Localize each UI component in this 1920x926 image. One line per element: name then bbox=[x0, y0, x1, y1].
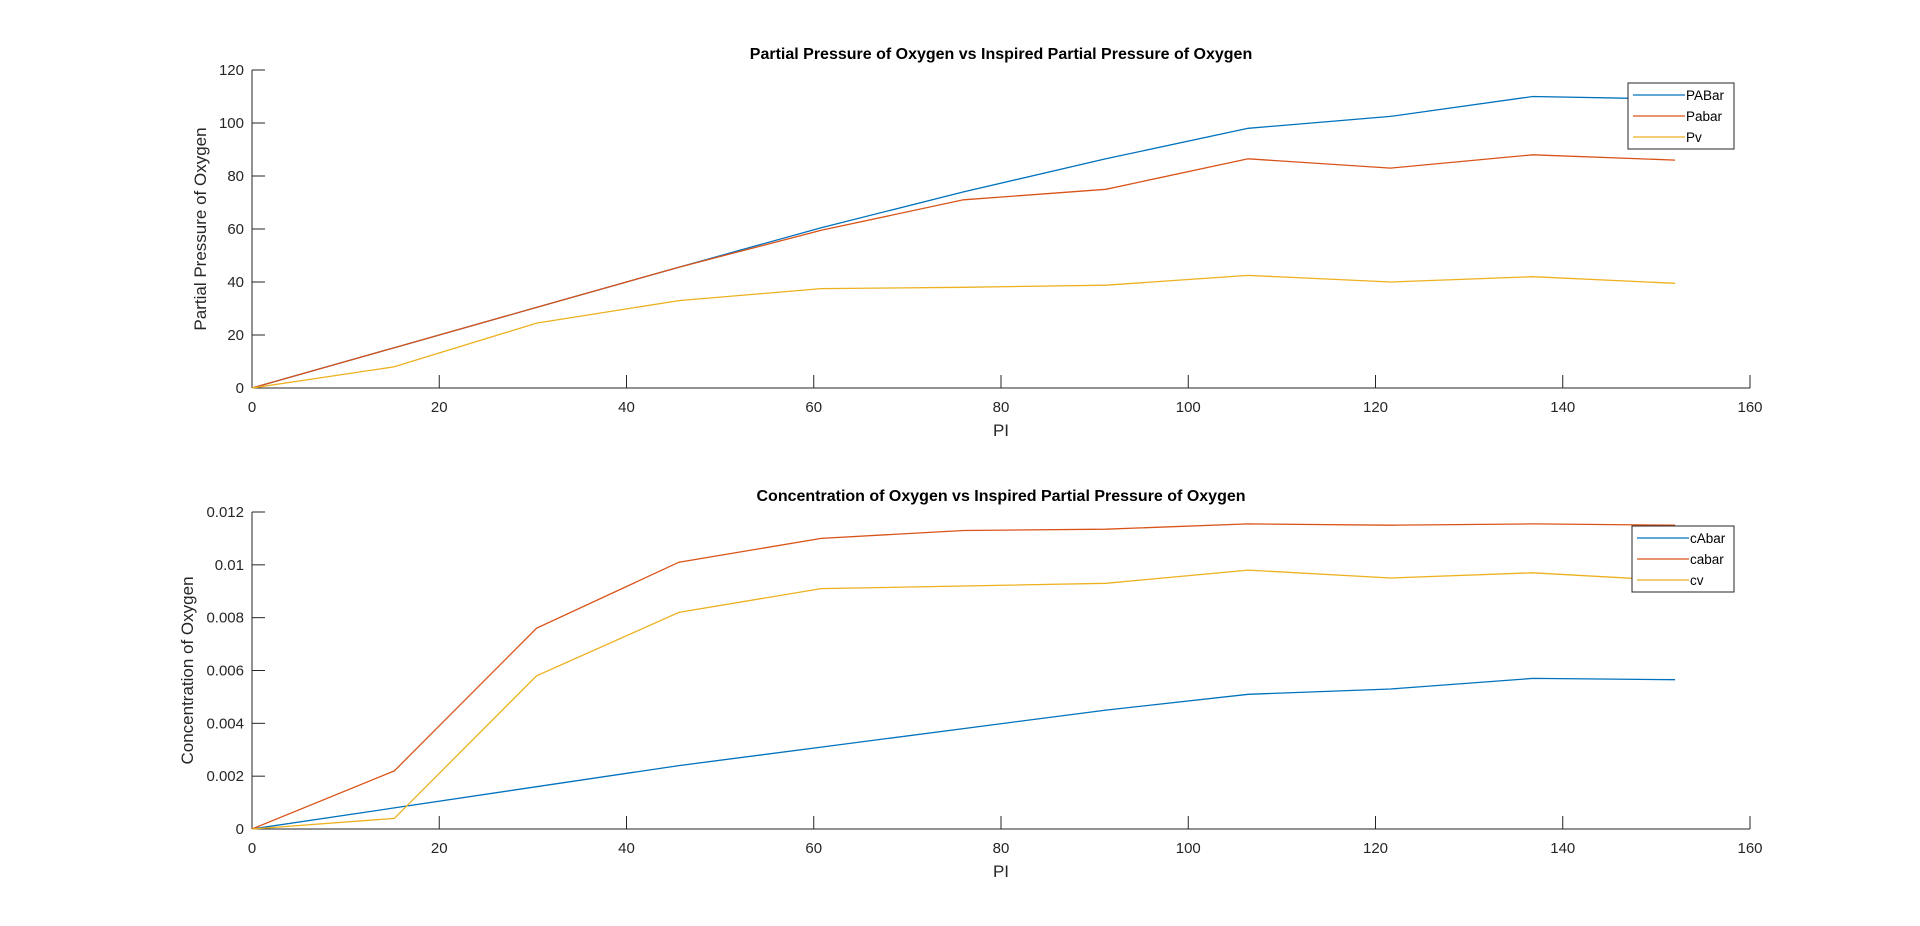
x-tick-label: 120 bbox=[1363, 399, 1388, 416]
series-line-cabar bbox=[251, 523, 1676, 830]
x-tick-label: 120 bbox=[1363, 840, 1388, 857]
series-line-Pv bbox=[251, 274, 1676, 389]
y-tick-label: 0.012 bbox=[206, 504, 244, 521]
x-tick-label: 20 bbox=[431, 840, 448, 857]
y-tick-label: 20 bbox=[227, 327, 244, 344]
x-tick-label: 60 bbox=[805, 399, 822, 416]
x-tick-label: 80 bbox=[993, 840, 1010, 857]
x-tick-label: 100 bbox=[1176, 840, 1201, 857]
x-tick-label: 140 bbox=[1550, 399, 1575, 416]
y-tick-label: 0 bbox=[236, 380, 244, 397]
y-tick-label: 0.008 bbox=[206, 610, 244, 627]
chart-title: Concentration of Oxygen vs Inspired Part… bbox=[756, 488, 1245, 505]
legend-label: cv bbox=[1690, 573, 1704, 588]
legend-label: PABar bbox=[1686, 88, 1725, 103]
x-tick-label: 0 bbox=[248, 399, 256, 416]
series-line-cAbar bbox=[251, 677, 1676, 830]
legend-label: cAbar bbox=[1690, 531, 1726, 546]
x-tick-label: 40 bbox=[618, 840, 635, 857]
x-tick-label: 40 bbox=[618, 399, 635, 416]
x-tick-label: 160 bbox=[1737, 840, 1762, 857]
x-tick-label: 140 bbox=[1550, 840, 1575, 857]
y-tick-label: 100 bbox=[219, 115, 244, 132]
legend-label: Pabar bbox=[1686, 109, 1723, 124]
x-tick-label: 60 bbox=[805, 840, 822, 857]
legend: cAbar cabar cv bbox=[1631, 525, 1735, 593]
x-tick-label: 160 bbox=[1737, 399, 1762, 416]
y-tick-label: 0.004 bbox=[206, 715, 244, 732]
chart-panel-2: 0 20 40 60 80 100 120 140 160 0 0.002 0.004 0.006 0.0… bbox=[178, 488, 1763, 881]
y-axis-label: Partial Pressure of Oxygen bbox=[191, 127, 210, 330]
y-tick-label: 80 bbox=[227, 168, 244, 185]
y-tick-label: 0.006 bbox=[206, 663, 244, 680]
y-tick-label: 40 bbox=[227, 274, 244, 291]
x-tick-label: 100 bbox=[1176, 399, 1201, 416]
y-tick-label: 0 bbox=[236, 821, 244, 838]
x-tick-label: 80 bbox=[993, 399, 1010, 416]
y-axis-label: Concentration of Oxygen bbox=[178, 576, 197, 764]
series-line-cv bbox=[251, 569, 1676, 830]
y-tick-label: 0.002 bbox=[206, 768, 244, 785]
x-tick-label: 20 bbox=[431, 399, 448, 416]
x-axis-label: PI bbox=[993, 862, 1009, 881]
legend-label: cabar bbox=[1690, 552, 1724, 567]
x-axis-label: PI bbox=[993, 421, 1009, 440]
series-line-Pabar bbox=[251, 154, 1676, 389]
legend-label: Pv bbox=[1686, 130, 1702, 145]
chart-title: Partial Pressure of Oxygen vs Inspired P… bbox=[750, 46, 1252, 63]
y-tick-label: 0.01 bbox=[215, 557, 244, 574]
chart-panel-1: 0 20 40 60 80 100 120 140 160 0 20 40 60 80 100 120 Part… bbox=[191, 46, 1763, 440]
y-tick-label: 60 bbox=[227, 221, 244, 238]
y-tick-label: 120 bbox=[219, 62, 244, 79]
x-tick-label: 0 bbox=[248, 840, 256, 857]
legend: PABar Pabar Pv bbox=[1627, 82, 1735, 150]
